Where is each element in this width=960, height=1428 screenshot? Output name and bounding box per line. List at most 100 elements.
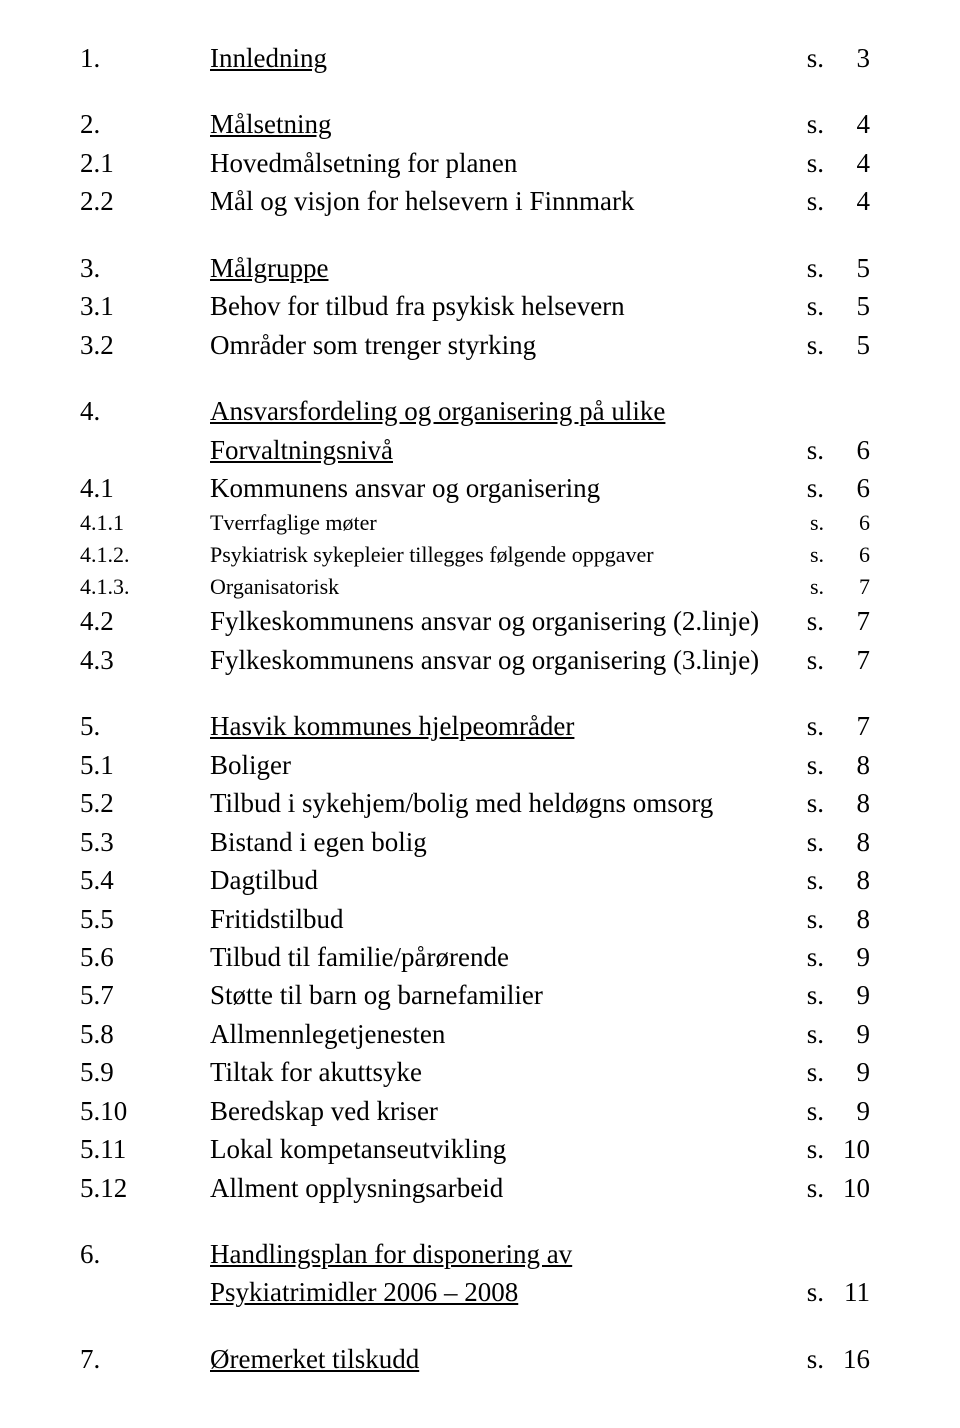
toc-number: 5.9 <box>80 1054 210 1090</box>
toc-number: 3.1 <box>80 288 210 324</box>
toc-number: 5.8 <box>80 1016 210 1052</box>
toc-title: Kommunens ansvar og organisering <box>210 470 600 506</box>
toc-row: 5.Hasvik kommunes hjelpeområder s.7 <box>80 708 870 744</box>
toc-number: 4.1.2. <box>80 540 210 570</box>
toc-number: 5. <box>80 708 210 744</box>
toc-title: Dagtilbud <box>210 862 318 898</box>
toc-page-prefix: s. <box>807 1093 824 1129</box>
toc-title: Tiltak for akuttsyke <box>210 1054 422 1090</box>
toc-title: Lokal kompetanseutvikling <box>210 1131 506 1167</box>
toc-row: 2.1Hovedmålsetning for planens.4 <box>80 145 870 181</box>
toc-title: Tilbud til familie/pårørende <box>210 939 509 975</box>
toc-page-number: 4 <box>824 106 870 142</box>
toc-page-prefix: s. <box>807 939 824 975</box>
toc-number: 7. <box>80 1341 210 1377</box>
toc-title: Psykiatrimidler 2006 – 2008 <box>210 1274 518 1310</box>
toc-title: Allmennlegetjenesten <box>210 1016 445 1052</box>
toc-page-prefix: s. <box>807 977 824 1013</box>
toc-number: 5.3 <box>80 824 210 860</box>
toc-row: 5.5Fritidstilbuds.8 <box>80 901 870 937</box>
toc-number: 4.3 <box>80 642 210 678</box>
toc-title: Tilbud i sykehjem/bolig med heldøgns oms… <box>210 785 713 821</box>
toc-page-prefix: s. <box>807 1341 824 1377</box>
toc-title: Støtte til barn og barnefamilier <box>210 977 543 1013</box>
toc-page-number: 8 <box>824 747 870 783</box>
toc-title: Målsetning <box>210 106 332 142</box>
toc-page-prefix: s. <box>807 642 824 678</box>
toc-title: Tverrfaglige møter <box>210 508 377 538</box>
toc-page-prefix: s. <box>807 1170 824 1206</box>
toc-title: Psykiatrisk sykepleier tillegges følgend… <box>210 540 654 570</box>
toc-page-number: 3 <box>824 40 870 76</box>
toc-title: Innledning <box>210 40 327 76</box>
toc-number: 5.7 <box>80 977 210 1013</box>
toc-page: 1.Innlednings.32.Målsetnings.42.1Hovedmå… <box>0 0 960 1428</box>
toc-row: 3.Målgruppes.5 <box>80 250 870 286</box>
toc-number: 3.2 <box>80 327 210 363</box>
toc-number: 2.1 <box>80 145 210 181</box>
toc-page-prefix: s. <box>807 1274 824 1310</box>
toc-number: 4.1.3. <box>80 572 210 602</box>
toc-title: Hovedmålsetning for planen <box>210 145 517 181</box>
toc-row: 6.Handlingsplan for disponering av <box>80 1236 870 1272</box>
toc-number: 5.11 <box>80 1131 210 1167</box>
toc-title: Fylkeskommunens ansvar og organisering (… <box>210 603 759 639</box>
toc-page-prefix: s. <box>807 1016 824 1052</box>
toc-row: 5.7Støtte til barn og barnefamiliers.9 <box>80 977 870 1013</box>
toc-page-prefix: s. <box>807 327 824 363</box>
toc-gap <box>80 222 870 250</box>
toc-page-prefix: s. <box>807 824 824 860</box>
toc-number: 5.1 <box>80 747 210 783</box>
toc-page-number: 10 <box>824 1170 870 1206</box>
toc-row: 3.1Behov for tilbud fra psykisk helsever… <box>80 288 870 324</box>
toc-number: 1. <box>80 40 210 76</box>
toc-page-number: 9 <box>824 1093 870 1129</box>
toc-number: 4.1.1 <box>80 508 210 538</box>
toc-number: 5.10 <box>80 1093 210 1129</box>
toc-row: 4.Ansvarsfordeling og organisering på ul… <box>80 393 870 429</box>
toc-number: 5.5 <box>80 901 210 937</box>
toc-number: 5.4 <box>80 862 210 898</box>
toc-gap <box>80 78 870 106</box>
toc-page-prefix: s. <box>807 288 824 324</box>
toc-page-number: 7 <box>824 572 870 602</box>
toc-page-number: 4 <box>824 145 870 181</box>
toc-number: 5.6 <box>80 939 210 975</box>
toc-gap <box>80 680 870 708</box>
toc-number: 5.12 <box>80 1170 210 1206</box>
toc-page-prefix: s. <box>807 250 824 286</box>
toc-row: 7.Øremerket tilskudds.16 <box>80 1341 870 1377</box>
toc-page-number: 7 <box>824 642 870 678</box>
toc-page-prefix: s. <box>807 1054 824 1090</box>
toc-row: 4.1.3.Organisatorisk s.7 <box>80 572 870 602</box>
toc-row: 1.Innlednings.3 <box>80 40 870 76</box>
toc-title: Bistand i egen bolig <box>210 824 427 860</box>
toc-number: 4. <box>80 393 210 429</box>
toc-row: 5.1Boligers.8 <box>80 747 870 783</box>
toc-title: Hasvik kommunes hjelpeområder <box>210 708 574 744</box>
toc-page-number: 6 <box>824 470 870 506</box>
toc-page-number: 10 <box>824 1131 870 1167</box>
toc-row: 5.11Lokal kompetanseutviklings.10 <box>80 1131 870 1167</box>
toc-page-prefix: s. <box>807 708 824 744</box>
toc-page-number: 9 <box>824 1054 870 1090</box>
toc-title: Forvaltningsnivå <box>210 432 393 468</box>
toc-page-number: 7 <box>824 708 870 744</box>
toc-page-number: 5 <box>824 327 870 363</box>
toc-row: Forvaltningsnivås.6 <box>80 432 870 468</box>
toc-row: 5.10Beredskap ved krisers.9 <box>80 1093 870 1129</box>
toc-title: Organisatorisk <box>210 572 339 602</box>
toc-row: 5.12Allment opplysningsarbeids.10 <box>80 1170 870 1206</box>
toc-page-prefix: s. <box>807 603 824 639</box>
toc-page-prefix: s. <box>810 572 824 602</box>
toc-page-prefix: s. <box>807 862 824 898</box>
toc-title: Øremerket tilskudd <box>210 1341 419 1377</box>
toc-title: Fritidstilbud <box>210 901 344 937</box>
toc-title: Mål og visjon for helsevern i Finnmark <box>210 183 634 219</box>
toc-row: 5.4Dagtilbuds.8 <box>80 862 870 898</box>
toc-number: 4.1 <box>80 470 210 506</box>
toc-page-number: 4 <box>824 183 870 219</box>
toc-page-number: 5 <box>824 288 870 324</box>
toc-title: Målgruppe <box>210 250 328 286</box>
toc-page-prefix: s. <box>807 432 824 468</box>
